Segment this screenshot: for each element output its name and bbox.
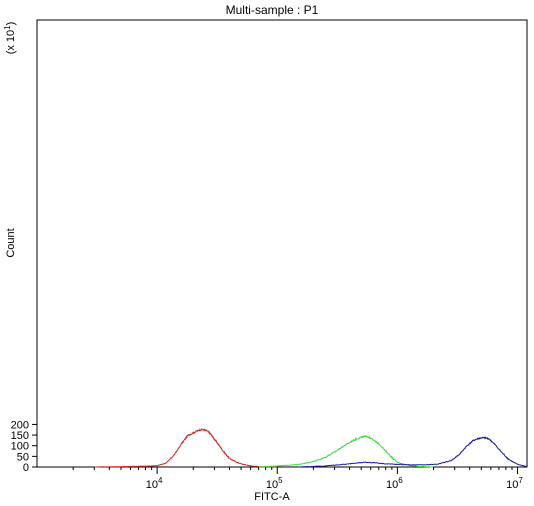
x-tick-label: 107 (506, 476, 523, 491)
y-tick-label: 100 (11, 441, 29, 453)
x-tick-label: 106 (386, 476, 403, 491)
histogram-series-line (258, 435, 434, 468)
x-tick-label: 105 (266, 476, 283, 491)
x-tick-label: 104 (146, 476, 163, 491)
y-tick-label: 50 (17, 451, 29, 463)
chart-title: Multi-sample : P1 (226, 3, 319, 17)
y-axis-label: Count (5, 228, 17, 257)
plot-frame (36, 19, 528, 468)
y-tick-label: 200 (11, 419, 29, 431)
x-tick-base: 10 (146, 479, 158, 491)
x-tick-exponent: 5 (278, 476, 283, 485)
x-tick-exponent: 7 (518, 476, 523, 485)
histogram-series-line (94, 427, 278, 468)
y-multiplier-prefix: (x 10 (5, 30, 17, 54)
x-tick-exponent: 6 (398, 476, 403, 485)
x-tick-base: 10 (386, 479, 398, 491)
x-tick-base: 10 (266, 479, 278, 491)
y-tick-label: 0 (23, 462, 29, 474)
x-tick-exponent: 4 (158, 476, 163, 485)
y-multiplier-close: ) (5, 22, 17, 26)
x-tick-base: 10 (506, 479, 518, 491)
y-multiplier-label: (x 101) (3, 22, 17, 55)
series-layer (94, 427, 528, 468)
x-axis-label: FITC-A (254, 491, 290, 503)
y-multiplier-exponent: 1 (3, 25, 12, 30)
histogram-series-line (298, 436, 528, 468)
y-tick-label: 150 (11, 430, 29, 442)
